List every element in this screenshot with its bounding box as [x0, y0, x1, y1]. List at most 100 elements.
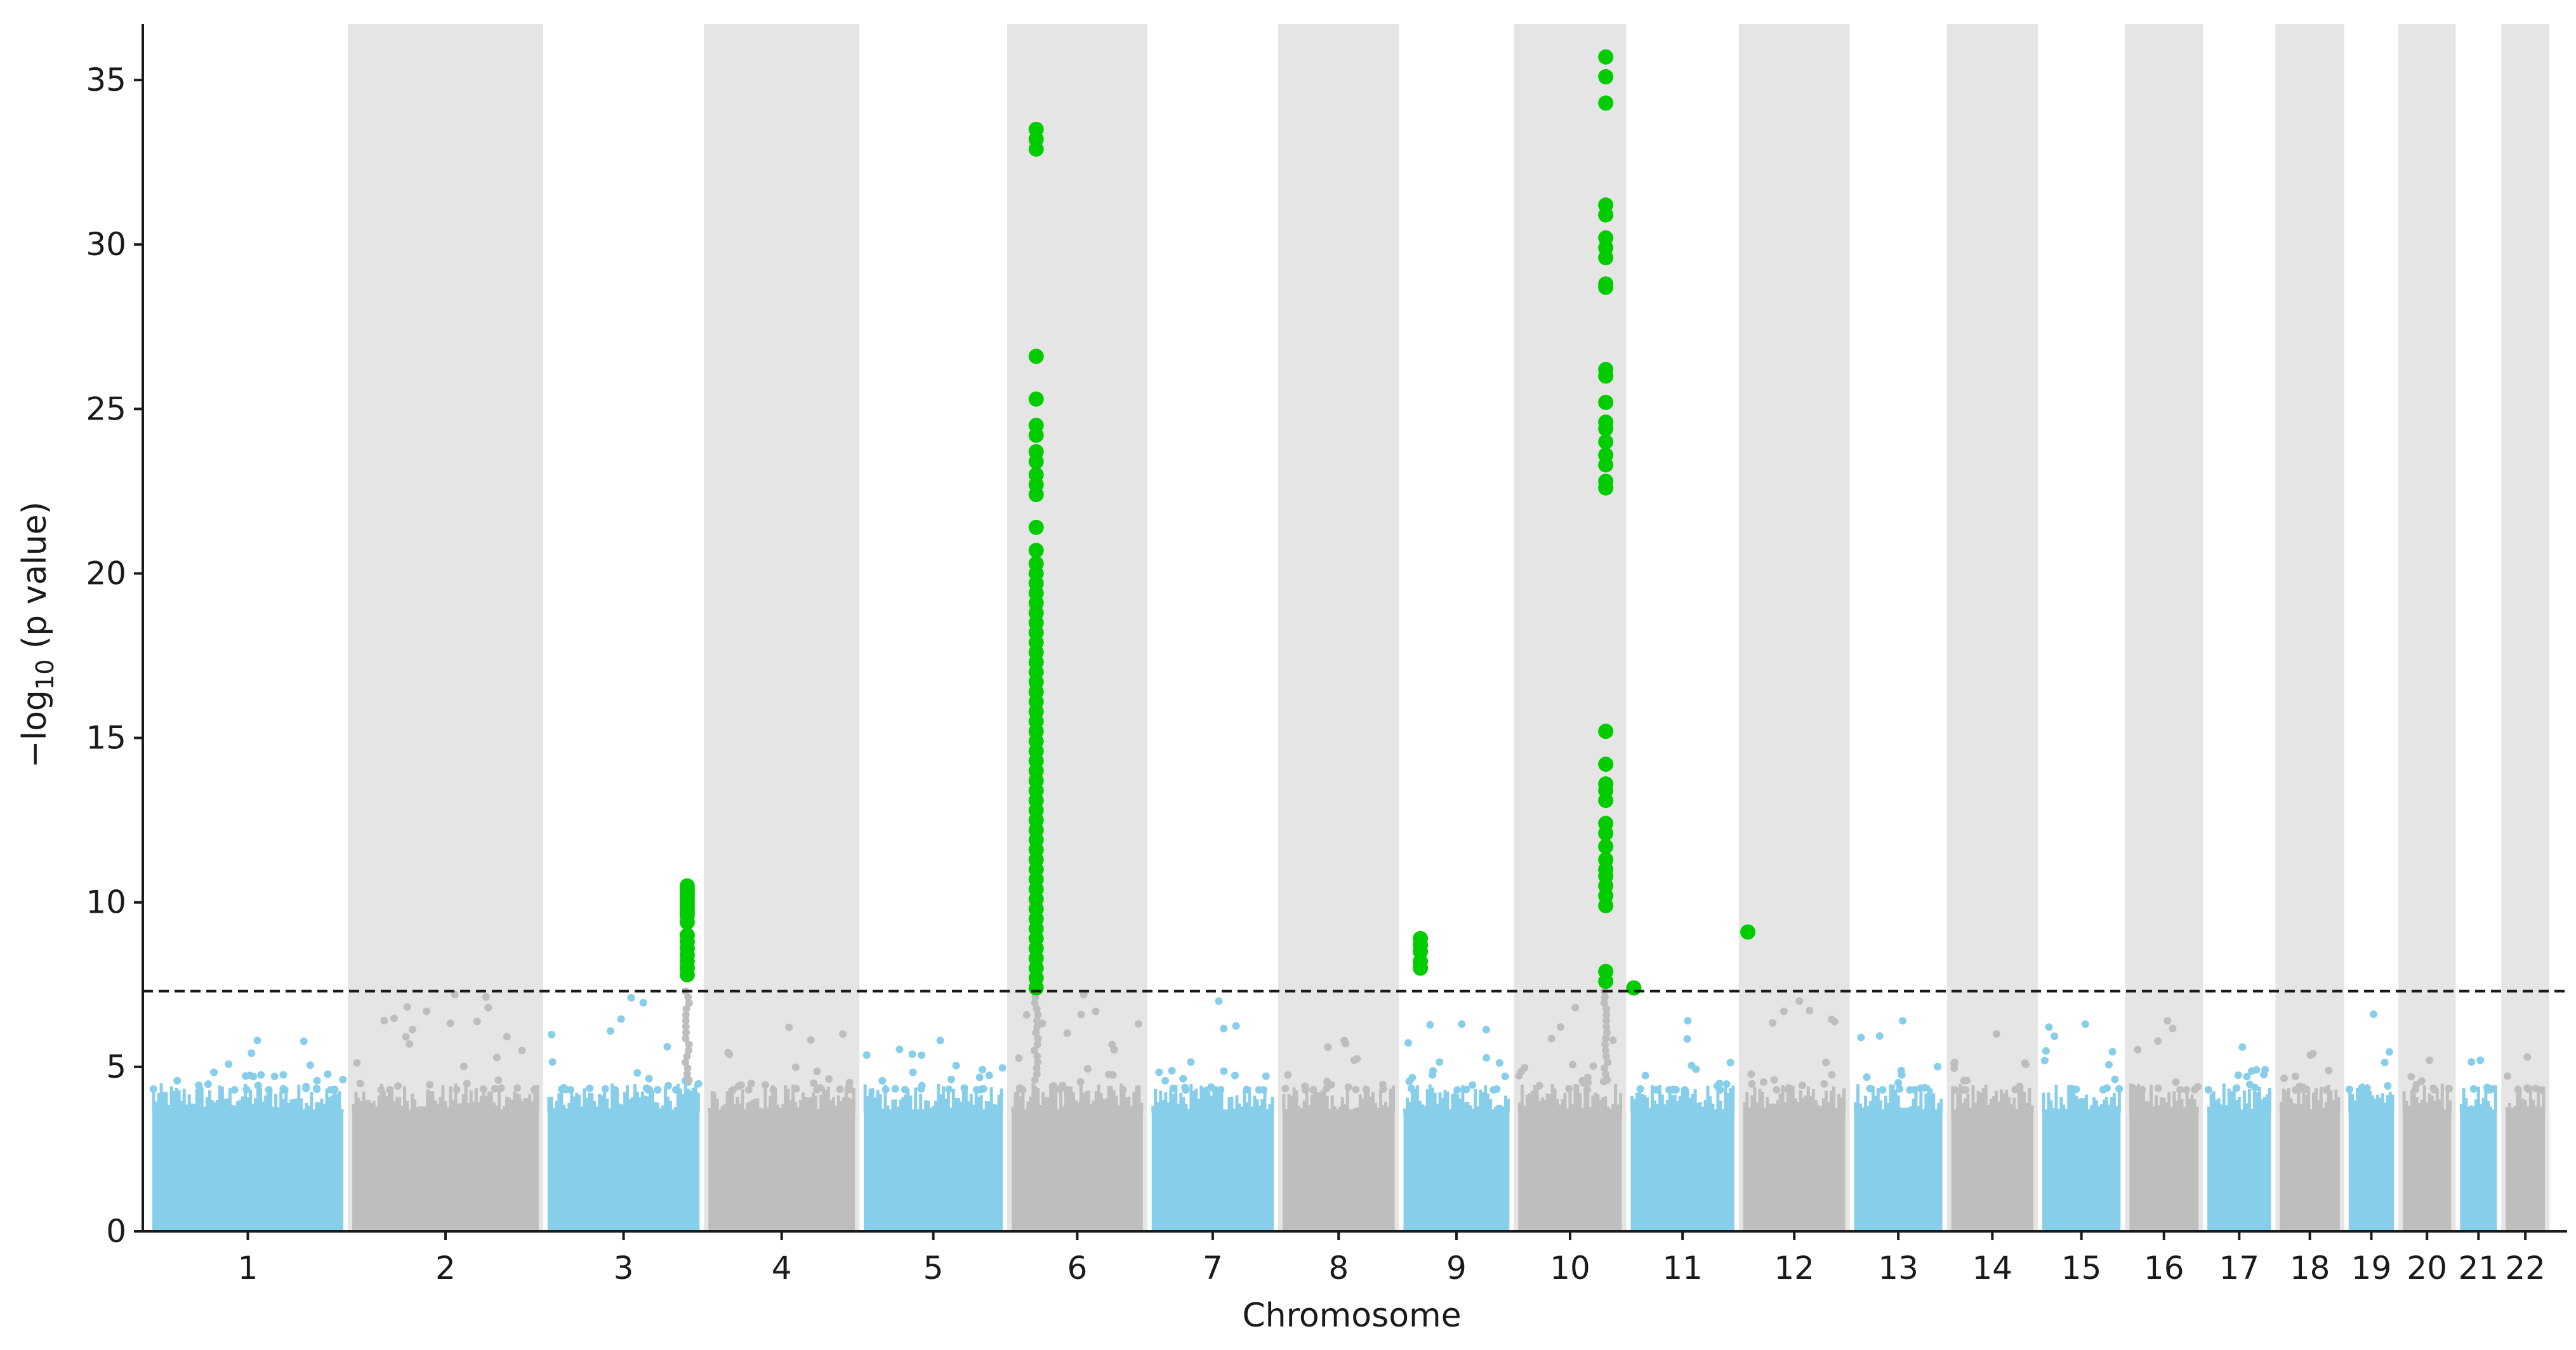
snp-column	[1673, 1094, 1677, 1113]
snp-column	[1648, 1108, 1651, 1113]
snp-column	[1156, 1102, 1160, 1113]
snp-column	[1210, 1095, 1213, 1113]
snp-point	[204, 1080, 212, 1089]
snp-point	[2104, 1061, 2113, 1069]
snp-column	[2327, 1085, 2330, 1113]
snp-column	[325, 1088, 329, 1113]
snp-column	[1826, 1102, 1830, 1113]
significant-snp-chr9	[1413, 960, 1429, 976]
snp-column	[167, 1105, 171, 1113]
snp-column	[555, 1101, 558, 1113]
snp-column	[2247, 1089, 2251, 1113]
significant-snp-chr10	[1598, 49, 1614, 65]
snp-column	[725, 1091, 729, 1113]
snp-density-20	[2403, 1109, 2452, 1231]
snp-column	[829, 1100, 833, 1113]
snp-column	[380, 1084, 383, 1113]
snp-point	[998, 1064, 1007, 1072]
snp-point	[459, 1062, 468, 1071]
snp-point	[503, 1033, 511, 1041]
snp-column	[730, 1092, 734, 1113]
snp-column	[611, 1083, 614, 1113]
snp-column	[694, 1083, 697, 1113]
chromosome-band-14	[1946, 24, 2038, 1231]
snp-column	[891, 1099, 895, 1113]
x-tick-label-chr8: 8	[1328, 1250, 1349, 1287]
significant-snp-chr10	[1598, 793, 1614, 809]
snp-column	[1788, 1085, 1792, 1113]
snp-point	[617, 1015, 625, 1023]
snp-peak-13	[1899, 1017, 1907, 1025]
snp-column	[1670, 1095, 1674, 1113]
snp-point	[1583, 1073, 1592, 1082]
snp-column	[1408, 1101, 1411, 1113]
snp-column	[1886, 1102, 1890, 1113]
snp-column	[1904, 1108, 1908, 1113]
snp-column	[1430, 1087, 1434, 1113]
y-axis-label-subscript: 10	[31, 659, 59, 690]
snp-column	[2175, 1101, 2179, 1113]
snp-column	[2102, 1099, 2106, 1113]
snp-point	[952, 1061, 960, 1069]
snp-column	[1059, 1084, 1063, 1113]
snp-column	[1829, 1090, 1833, 1113]
snp-density-10	[1518, 1109, 1622, 1231]
snp-column	[406, 1100, 409, 1113]
snp-peak-11	[1684, 1017, 1692, 1025]
snp-point	[761, 1081, 769, 1089]
snp-point	[891, 1085, 899, 1093]
snp-point	[210, 1068, 218, 1076]
snp-column	[1601, 1097, 1605, 1113]
snp-point	[1601, 1035, 1609, 1043]
snp-point	[313, 1076, 321, 1085]
snp-column	[259, 1088, 263, 1113]
y-axis-label: −log10 (p value)	[16, 501, 59, 768]
snp-column	[1039, 1105, 1043, 1113]
snp-point	[979, 1085, 987, 1093]
snp-column	[1573, 1084, 1577, 1113]
snp-column	[2167, 1092, 2171, 1113]
snp-column	[987, 1101, 991, 1113]
snp-column	[416, 1107, 419, 1113]
snp-column	[436, 1104, 440, 1113]
snp-column	[671, 1109, 675, 1113]
snp-column	[444, 1101, 447, 1113]
snp-column	[1271, 1097, 1274, 1113]
snp-point	[1109, 1071, 1117, 1079]
snp-point	[682, 1028, 690, 1036]
snp-column	[456, 1103, 460, 1113]
snp-column	[459, 1102, 463, 1113]
snp-point	[747, 1080, 755, 1088]
chromosome-band-6	[1007, 24, 1147, 1231]
snp-point	[813, 1067, 821, 1075]
snp-point	[2302, 1085, 2311, 1094]
snp-column	[2405, 1101, 2408, 1113]
snp-column	[1443, 1090, 1447, 1113]
snp-column	[1984, 1085, 1988, 1113]
snp-column	[708, 1108, 711, 1113]
snp-point	[2191, 1085, 2199, 1094]
snp-point	[1601, 1070, 1609, 1078]
snp-point	[2346, 1085, 2354, 1094]
snp-point	[2295, 1082, 2304, 1090]
significant-snp-chr6	[1028, 427, 1044, 443]
snp-column	[1202, 1087, 1206, 1113]
snp-column	[2057, 1108, 2061, 1113]
snp-point	[601, 1085, 609, 1093]
snp-density-14	[1951, 1109, 2034, 1231]
snp-column	[2052, 1108, 2056, 1113]
snp-point	[2429, 1084, 2438, 1092]
snp-point	[1033, 1052, 1041, 1061]
snp-column	[223, 1098, 227, 1113]
snp-column	[626, 1085, 630, 1113]
snp-point	[312, 1084, 320, 1092]
snp-column	[802, 1092, 805, 1113]
snp-column	[1263, 1090, 1267, 1113]
snp-column	[1405, 1097, 1409, 1113]
snp-column	[1919, 1092, 1923, 1113]
snp-column	[552, 1108, 556, 1113]
snp-peak-14	[1992, 1030, 2000, 1038]
snp-column	[888, 1109, 892, 1113]
snp-point	[2176, 1086, 2184, 1094]
snp-point	[1769, 1019, 1777, 1027]
